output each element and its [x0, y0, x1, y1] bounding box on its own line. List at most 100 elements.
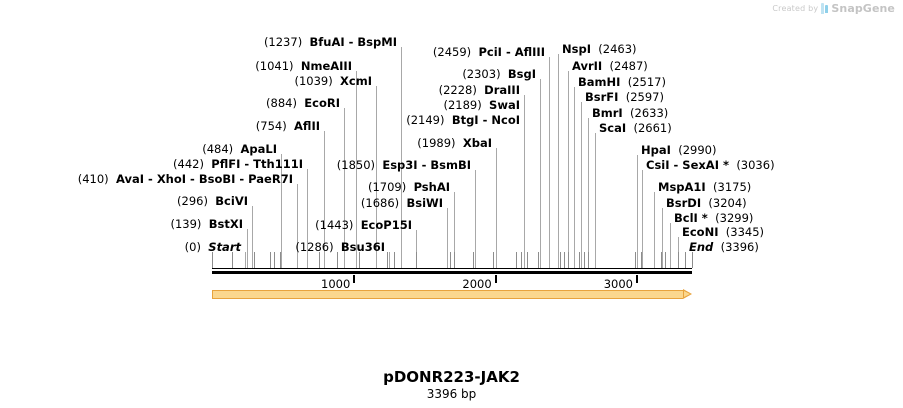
site-tick-line	[336, 252, 338, 268]
restriction-site-label[interactable]: CsiI - SexAI * (3036)	[646, 158, 775, 172]
leader-line	[297, 184, 298, 268]
site-tick-line	[560, 252, 562, 268]
restriction-site-label[interactable]: MspA1I (3175)	[658, 180, 752, 194]
leader-line	[307, 169, 308, 268]
backbone-thick-line	[212, 271, 692, 274]
restriction-site-label[interactable]: (2149) BtgI - NcoI	[406, 113, 520, 127]
leader-line	[662, 208, 663, 268]
leader-line	[588, 118, 589, 268]
restriction-site-label[interactable]: BsrDI (3204)	[666, 196, 747, 210]
restriction-site-label[interactable]: BmrI (2633)	[592, 106, 669, 120]
leader-line	[524, 125, 525, 268]
leader-line	[581, 102, 582, 268]
restriction-site-label[interactable]: (296) BciVI	[177, 194, 248, 208]
ruler-tick-label: 2000	[462, 277, 492, 291]
site-tick-line	[641, 252, 643, 268]
leader-line	[654, 192, 655, 268]
leader-line	[568, 71, 569, 268]
restriction-site-label[interactable]: HpaI (2990)	[641, 143, 717, 157]
site-tick-line	[559, 252, 561, 268]
orf-arrow-head	[683, 289, 692, 299]
plasmid-length-label: 3396 bp	[426, 387, 477, 401]
restriction-site-label[interactable]: (1709) PshAI	[368, 180, 450, 194]
restriction-site-label[interactable]: (1237) BfuAI - BspMI	[263, 35, 397, 49]
site-tick-line	[563, 252, 565, 268]
restriction-site-label[interactable]: (1989) XbaI	[417, 136, 492, 150]
site-tick-line	[634, 252, 636, 268]
leader-line	[670, 223, 671, 268]
restriction-site-label[interactable]: NspI (2463)	[562, 42, 637, 56]
leader-line	[247, 229, 248, 268]
restriction-site-label[interactable]: (139) BstXI	[170, 217, 243, 231]
leader-line	[475, 170, 476, 268]
restriction-site-label[interactable]: (1039) XcmI	[294, 74, 372, 88]
restriction-site-label[interactable]: (754) AflII	[255, 119, 320, 133]
restriction-site-label[interactable]: (2228) DraIII	[438, 83, 520, 97]
site-tick-line	[692, 252, 693, 268]
leader-line	[252, 206, 253, 268]
backbone-thin-line	[212, 268, 692, 269]
restriction-site-label[interactable]: ScaI (2661)	[599, 121, 672, 135]
leader-line	[356, 71, 357, 268]
site-tick-line	[450, 252, 452, 268]
leader-line	[595, 133, 596, 268]
leader-line	[401, 47, 402, 268]
site-tick-line	[358, 252, 360, 268]
site-tick-line	[660, 252, 662, 268]
restriction-site-label[interactable]: (1286) Bsu36I	[295, 240, 385, 254]
restriction-site-label[interactable]: (1443) EcoP15I	[315, 218, 412, 232]
site-tick-line	[269, 252, 271, 268]
leader-line	[344, 108, 345, 268]
restriction-site-label[interactable]: (1686) BsiWI	[360, 196, 443, 210]
restriction-site-label[interactable]: (1041) NmeAIII	[255, 59, 352, 73]
site-tick-line	[473, 252, 475, 268]
restriction-site-label[interactable]: (410) AvaI - XhoI - BsoBI - PaeR7I	[77, 172, 293, 186]
orf-arrow	[212, 289, 692, 299]
snapgene-logo-icon	[821, 3, 828, 14]
site-tick-line	[386, 252, 388, 268]
site-tick-line	[521, 252, 523, 268]
site-tick-line	[393, 252, 395, 268]
snapgene-watermark: Created by SnapGene	[772, 2, 895, 15]
restriction-site-label[interactable]: (484) ApaLI	[202, 142, 277, 156]
leader-line	[447, 208, 448, 268]
leader-line	[416, 230, 417, 268]
restriction-site-label[interactable]: EcoNI (3345)	[682, 225, 765, 239]
leader-line	[558, 54, 559, 268]
site-tick-line	[584, 252, 586, 268]
site-tick-line	[526, 252, 528, 268]
leader-line	[389, 252, 390, 268]
restriction-site-label[interactable]: (0) Start	[184, 240, 241, 254]
site-tick-line	[537, 252, 539, 268]
restriction-site-label[interactable]: (884) EcoRI	[266, 96, 340, 110]
ruler-tick	[636, 275, 639, 283]
restriction-site-label[interactable]: AvrII (2487)	[572, 59, 648, 73]
site-tick-line	[515, 252, 517, 268]
site-tick-line	[567, 252, 569, 268]
leader-line	[245, 252, 246, 268]
ruler-tick-label: 1000	[321, 277, 351, 291]
restriction-site-label[interactable]: (2303) BsgI	[462, 67, 536, 81]
site-tick-line	[588, 252, 590, 268]
watermark-brand-label: SnapGene	[831, 2, 895, 15]
ruler-tick	[494, 275, 497, 283]
site-tick-line	[253, 252, 255, 268]
restriction-site-label[interactable]: BclI * (3299)	[674, 211, 754, 225]
site-tick-line	[280, 252, 282, 268]
site-tick-line	[318, 252, 320, 268]
watermark-created-by-label: Created by	[772, 4, 819, 13]
restriction-site-label[interactable]: BsrFI (2597)	[585, 90, 664, 104]
leader-line	[376, 86, 377, 268]
site-tick-line	[664, 252, 666, 268]
restriction-site-label[interactable]: BamHI (2517)	[578, 75, 666, 89]
restriction-site-label[interactable]: (442) PflFI - Tth111I	[173, 157, 303, 171]
restriction-site-label[interactable]: (2189) SwaI	[443, 98, 520, 112]
restriction-site-label[interactable]: End (3396)	[689, 240, 759, 254]
leader-line	[642, 170, 643, 268]
restriction-site-label[interactable]: (1850) Esp3I - BsmBI	[336, 158, 471, 172]
site-tick-line	[579, 252, 581, 268]
leader-line	[574, 87, 575, 268]
restriction-site-label[interactable]: (2459) PciI - AflIII	[432, 45, 545, 59]
page-title: pDONR223-JAK2	[383, 368, 520, 386]
